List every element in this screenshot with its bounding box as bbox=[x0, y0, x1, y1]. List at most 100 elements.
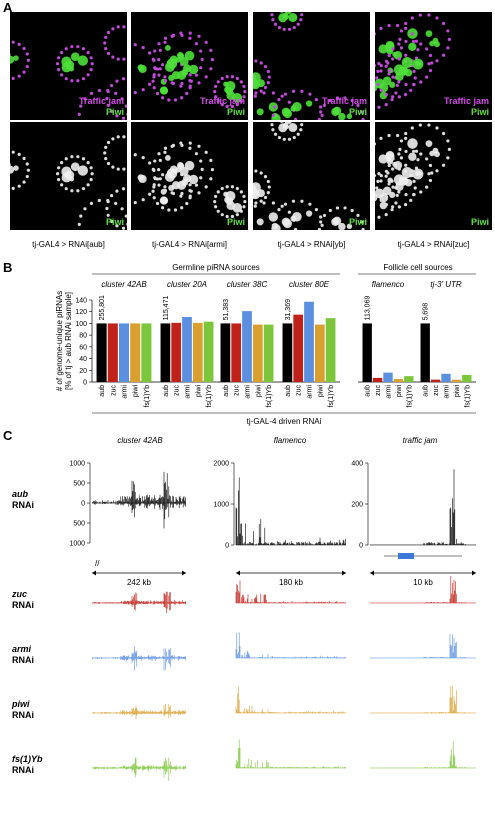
follicle-nucleus bbox=[197, 191, 201, 195]
germ-nucleus bbox=[389, 191, 396, 199]
germ-nucleus bbox=[0, 54, 8, 63]
follicle-nucleus bbox=[104, 156, 108, 161]
follicle-nucleus bbox=[427, 13, 431, 17]
follicle-nucleus bbox=[395, 83, 399, 88]
follicle-nucleus bbox=[153, 66, 157, 70]
germ-nucleus bbox=[393, 51, 403, 60]
follicle-nucleus bbox=[185, 201, 189, 206]
follicle-nucleus bbox=[116, 135, 120, 139]
track-tick-label: 2000 bbox=[213, 461, 229, 468]
follicle-nucleus bbox=[404, 149, 408, 154]
x-tick-label: fs(1)Yb bbox=[464, 385, 471, 408]
signal-track bbox=[92, 591, 186, 613]
follicle-nucleus bbox=[308, 202, 312, 206]
follicle-nucleus bbox=[17, 152, 21, 156]
follicle-nucleus bbox=[419, 190, 423, 194]
follicle-nucleus bbox=[391, 57, 395, 61]
caption: tj-GAL4 > RNAi[zuc] bbox=[398, 240, 470, 249]
follicle-nucleus bbox=[120, 207, 124, 211]
bar bbox=[372, 377, 383, 382]
follicle-nucleus bbox=[425, 157, 429, 161]
follicle-nucleus bbox=[161, 96, 165, 100]
follicle-nucleus bbox=[106, 30, 111, 35]
follicle-nucleus bbox=[387, 72, 391, 76]
follicle-nucleus bbox=[273, 232, 276, 235]
cells bbox=[253, 122, 365, 241]
image-background bbox=[375, 122, 492, 230]
follicle-nucleus bbox=[447, 147, 451, 151]
follicle-nucleus bbox=[404, 131, 408, 136]
follicle-nucleus bbox=[116, 167, 120, 171]
follicle-nucleus bbox=[277, 25, 282, 30]
x-tick-label: aub bbox=[285, 385, 292, 397]
gene-exon bbox=[398, 553, 414, 559]
follicle-nucleus bbox=[188, 84, 192, 88]
follicle-nucleus bbox=[375, 32, 377, 36]
follicle-nucleus bbox=[170, 34, 174, 38]
germ-nucleus bbox=[223, 191, 229, 197]
bar bbox=[96, 323, 107, 382]
follicle-nucleus bbox=[296, 22, 300, 26]
germ-nucleus bbox=[224, 86, 231, 94]
follicle-nucleus bbox=[5, 187, 8, 190]
y-tick-label: 100 bbox=[75, 321, 87, 328]
micrograph: Piwi bbox=[375, 122, 492, 230]
signal-track bbox=[235, 580, 346, 603]
follicle-nucleus bbox=[114, 201, 118, 205]
follicle-nucleus bbox=[376, 82, 380, 87]
annotation: 113,069 bbox=[365, 296, 372, 321]
follicle-nucleus bbox=[194, 73, 199, 77]
follicle-nucleus bbox=[391, 167, 395, 171]
follicle-nucleus bbox=[428, 178, 433, 183]
follicle-nucleus bbox=[5, 77, 8, 80]
follicle-nucleus bbox=[163, 185, 167, 189]
follicle-nucleus bbox=[370, 62, 373, 65]
germ-nucleus bbox=[278, 13, 288, 23]
bar bbox=[192, 322, 203, 382]
x-tick-label: fs(1)Yb bbox=[206, 385, 213, 408]
follicle-nucleus bbox=[152, 183, 156, 187]
follicle-nucleus bbox=[70, 79, 74, 83]
follicle-nucleus bbox=[235, 213, 239, 217]
follicle-nucleus bbox=[375, 64, 377, 68]
germ-nucleus bbox=[262, 230, 273, 241]
bar bbox=[325, 318, 336, 382]
follicle-nucleus bbox=[375, 174, 377, 178]
follicle-nucleus bbox=[319, 110, 323, 114]
follicle-nucleus bbox=[249, 59, 252, 62]
follicle-nucleus bbox=[292, 25, 296, 30]
follicle-nucleus bbox=[288, 0, 291, 2]
overlay-label: Traffic jam bbox=[79, 96, 124, 106]
follicle-nucleus bbox=[155, 201, 160, 206]
follicle-nucleus bbox=[414, 39, 419, 43]
x-tick-label: aub bbox=[163, 385, 170, 397]
germ-nucleus bbox=[0, 164, 8, 173]
germ-nucleus bbox=[346, 223, 353, 230]
follicle-nucleus bbox=[220, 186, 224, 191]
germ-nucleus bbox=[226, 201, 236, 211]
signal-track bbox=[369, 469, 476, 545]
follicle-nucleus bbox=[391, 185, 395, 189]
follicle-nucleus bbox=[379, 64, 383, 68]
follicle-nucleus bbox=[283, 202, 288, 206]
follicle-nucleus bbox=[22, 156, 26, 161]
germ-nucleus bbox=[160, 196, 169, 205]
follicle-nucleus bbox=[379, 69, 383, 73]
follicle-nucleus bbox=[360, 235, 363, 238]
follicle-nucleus bbox=[60, 183, 64, 187]
follicle-nucleus bbox=[259, 89, 263, 93]
follicle-nucleus bbox=[384, 93, 388, 97]
follicle-nucleus bbox=[319, 215, 323, 219]
germ-nucleus bbox=[183, 174, 192, 183]
follicle-nucleus bbox=[235, 103, 239, 107]
follicle-nucleus bbox=[11, 40, 15, 44]
follicle-nucleus bbox=[266, 179, 270, 184]
follicle-nucleus bbox=[280, 204, 284, 208]
germ-nucleus bbox=[283, 219, 292, 229]
overlay-label: Piwi bbox=[106, 107, 124, 117]
follicle-nucleus bbox=[126, 112, 127, 116]
follicle-nucleus bbox=[297, 4, 300, 7]
follicle-nucleus bbox=[110, 193, 114, 198]
